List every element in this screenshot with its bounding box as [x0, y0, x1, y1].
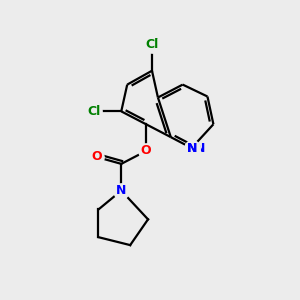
Text: O: O	[141, 145, 151, 158]
Text: N: N	[116, 184, 127, 197]
Text: N: N	[186, 142, 197, 154]
Text: N: N	[116, 184, 127, 197]
Text: N: N	[195, 142, 205, 154]
Text: N: N	[186, 142, 197, 154]
Text: O: O	[91, 150, 102, 164]
Text: O: O	[141, 145, 151, 158]
Text: Cl: Cl	[146, 38, 159, 52]
Text: Cl: Cl	[87, 105, 100, 118]
Text: Cl: Cl	[87, 105, 100, 118]
Text: Cl: Cl	[146, 38, 159, 52]
Text: O: O	[91, 150, 102, 164]
